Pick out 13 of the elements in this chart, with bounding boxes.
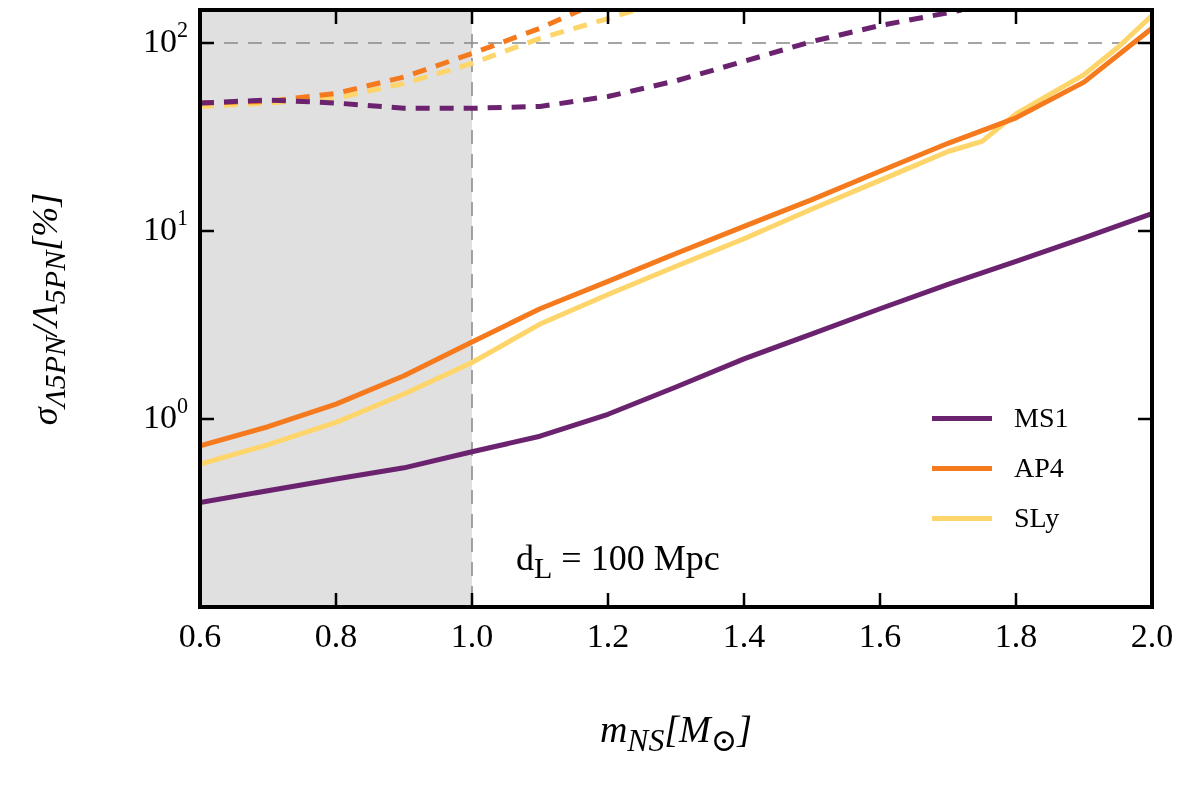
x-tick-label: 0.8 — [314, 616, 358, 654]
x-tick-label: 1.6 — [858, 616, 902, 654]
x-tick-label: 1.2 — [586, 616, 630, 654]
x-tick-label: 1.8 — [994, 616, 1038, 654]
x-axis-title: m$_{NS}$[M$_{⊙}$] — [598, 707, 754, 759]
legend-label: AP4 — [1014, 452, 1064, 484]
x-tick-label: 2.0 — [1130, 616, 1174, 654]
x-tick-label: 0.6 — [178, 616, 222, 654]
annotation: d$_{L}$ = 100 Mpc — [516, 537, 720, 586]
legend-label: MS1 — [1014, 402, 1069, 434]
legend-label: SLy — [1014, 502, 1060, 534]
x-tick-label: 1.4 — [722, 616, 766, 654]
x-tick-label: 1.0 — [450, 616, 494, 654]
